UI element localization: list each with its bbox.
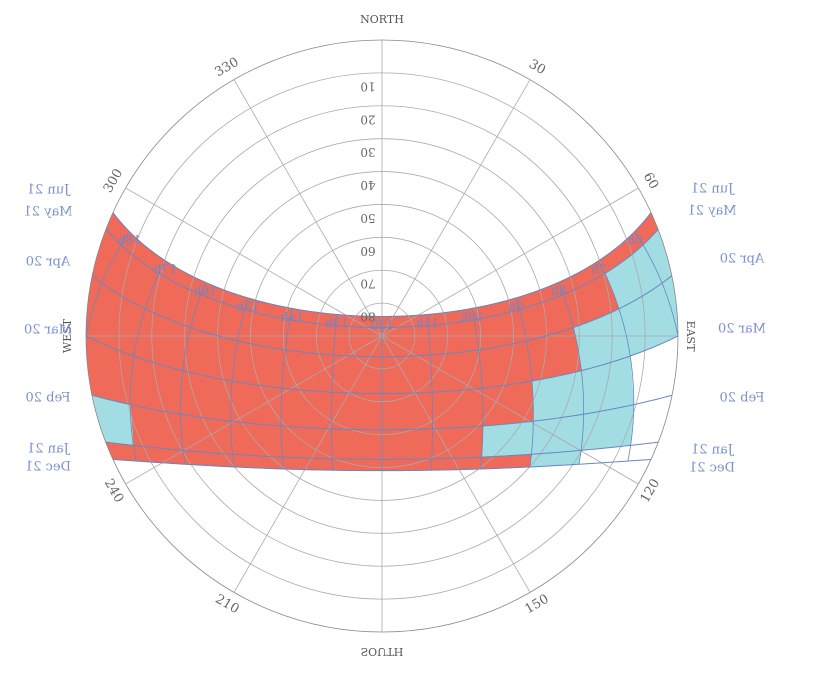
altitude-label: 70 xyxy=(360,277,375,291)
hour-label: 7h xyxy=(591,262,607,276)
north-label: NORTH xyxy=(360,13,404,26)
altitude-label: 80 xyxy=(360,310,375,324)
azimuth-label: 60 xyxy=(640,170,661,192)
hour-line xyxy=(179,283,206,465)
hour-line xyxy=(635,232,678,458)
sun-paths xyxy=(86,141,678,472)
date-label: Mar 20 xyxy=(24,323,72,338)
date-label: Apr 20 xyxy=(26,255,72,270)
east-label: EAST xyxy=(684,321,697,353)
azimuth-line xyxy=(125,335,383,485)
altitude-label: 60 xyxy=(360,244,375,258)
hour-label: 6h xyxy=(627,233,643,247)
hour-label: 18h xyxy=(118,233,141,247)
date-label: Feb 20 xyxy=(720,391,765,406)
hour-line xyxy=(86,232,129,458)
altitude-label: 50 xyxy=(360,211,375,225)
shade-cell xyxy=(431,425,484,460)
shade-cell xyxy=(230,420,283,458)
hour-label: 11h xyxy=(416,316,439,330)
azimuth-line xyxy=(233,335,383,593)
hour-label: 9h xyxy=(508,299,524,313)
date-label: Feb 20 xyxy=(26,391,71,406)
date-label: Mar 20 xyxy=(718,322,766,337)
hour-label: 16h xyxy=(194,284,217,298)
date-label: Jan 21 xyxy=(691,443,735,458)
azimuth-line xyxy=(125,187,383,337)
hour-line xyxy=(427,315,433,471)
hour-line xyxy=(331,315,337,471)
date-label: May 21 xyxy=(23,205,72,220)
hour-line xyxy=(516,299,534,468)
shade-cell xyxy=(331,428,383,460)
shade-cell xyxy=(481,420,534,458)
azimuth-line xyxy=(381,335,639,485)
hour-label: 10h xyxy=(460,310,483,324)
hour-line xyxy=(558,283,585,465)
hour-line xyxy=(599,261,635,462)
date-label: Jan 21 xyxy=(27,442,71,457)
hour-label: 13h xyxy=(325,316,348,330)
date-line xyxy=(86,141,678,317)
hour-label: 12h xyxy=(370,318,393,332)
date-label: Dec 21 xyxy=(689,461,735,476)
date-label: Jun 21 xyxy=(27,183,72,198)
azimuth-line xyxy=(381,79,531,337)
azimuth-line xyxy=(233,79,383,337)
shade-cell xyxy=(431,387,484,430)
south-label: SOUTH xyxy=(361,645,404,658)
altitude-label: 20 xyxy=(360,112,375,126)
azimuth-line xyxy=(381,335,531,593)
altitude-label: 30 xyxy=(360,145,375,159)
hour-line xyxy=(230,299,248,468)
shade-cell xyxy=(280,425,333,460)
hour-label: 17h xyxy=(154,262,177,276)
date-label: Dec 21 xyxy=(25,460,71,475)
hour-label: 8h xyxy=(551,284,567,298)
shade-cell xyxy=(280,387,333,430)
date-label: Jun 21 xyxy=(691,182,736,197)
hour-line xyxy=(280,309,292,470)
azimuth-label: 30 xyxy=(526,57,548,78)
west-label: WEST xyxy=(61,318,74,353)
altitude-label: 40 xyxy=(360,178,375,192)
date-label: Apr 20 xyxy=(720,252,766,267)
hour-label: 14h xyxy=(280,310,303,324)
labels: NORTH EAST SOUTH WEST 306012015021024030… xyxy=(23,13,766,658)
date-label: May 21 xyxy=(687,204,736,219)
altitude-label: 10 xyxy=(360,79,375,93)
hour-label: 15h xyxy=(236,299,259,313)
hour-line xyxy=(472,309,484,470)
hour-line xyxy=(129,261,165,462)
shade-cell xyxy=(381,428,433,460)
azimuth-line xyxy=(381,187,639,337)
